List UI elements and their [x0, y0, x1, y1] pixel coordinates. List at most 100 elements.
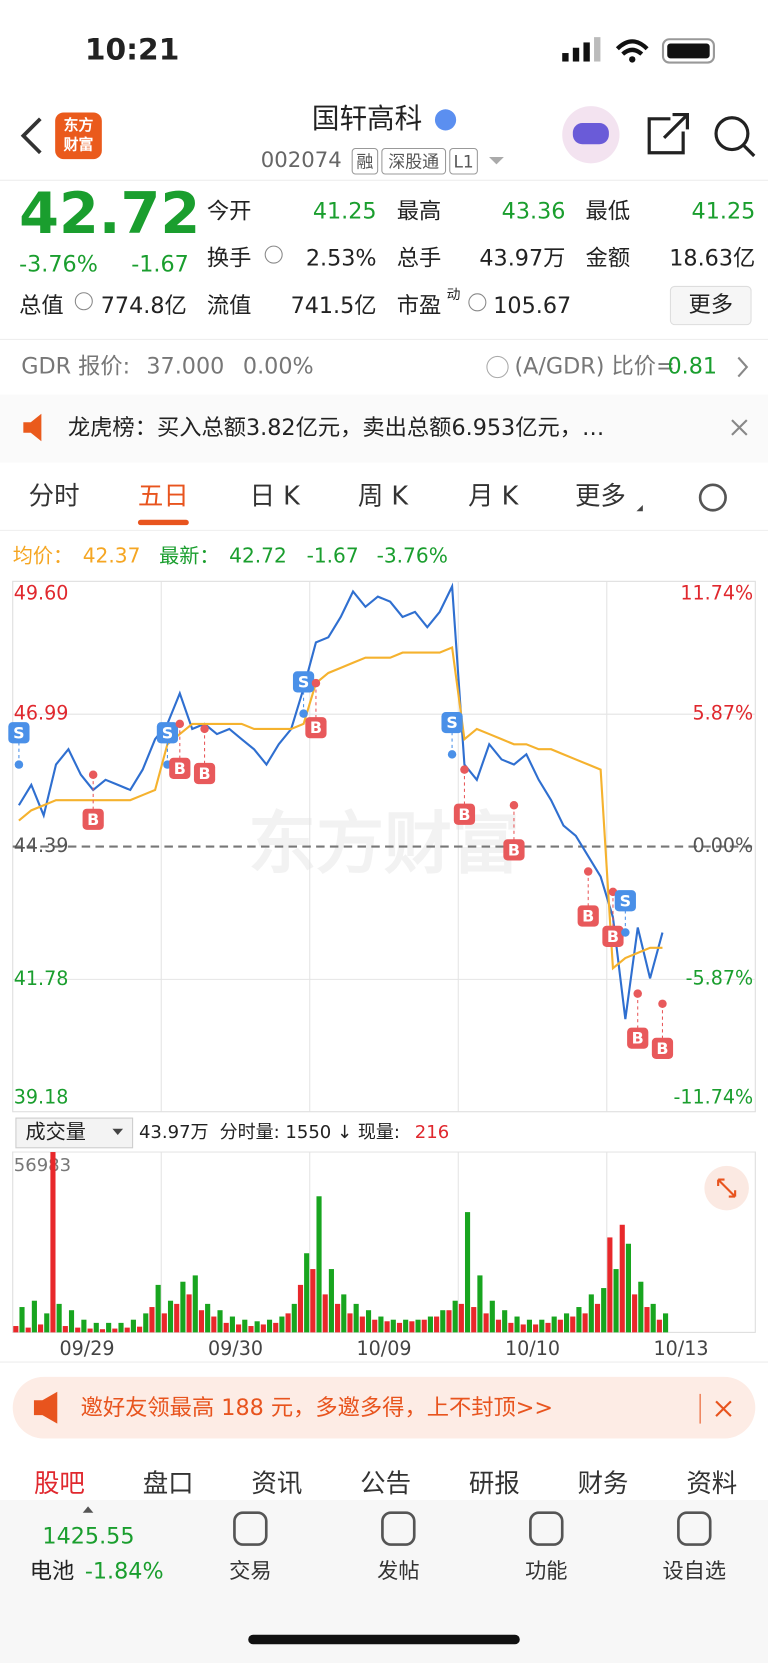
- bottom-tab[interactable]: 研报: [469, 1469, 520, 1499]
- volume-bar: [124, 1327, 130, 1333]
- volume-bar: [434, 1316, 440, 1333]
- legend-latest: 42.72: [229, 543, 287, 567]
- marker-point: [621, 928, 630, 937]
- volume-bar: [384, 1321, 390, 1333]
- volume-bar: [421, 1319, 427, 1333]
- tab-bar: 分时 五日 日 K 周 K 月 K 更多: [29, 482, 643, 526]
- volume-bar: [167, 1300, 174, 1333]
- volume-bar: [613, 1269, 619, 1333]
- tag: 深股通: [388, 152, 439, 172]
- volume-bar: [464, 1212, 471, 1333]
- tab[interactable]: 月 K: [468, 482, 520, 512]
- marker-label: B: [310, 718, 322, 737]
- volume-bar: [50, 1152, 56, 1333]
- marker-badge: [292, 671, 315, 693]
- marker-point: [658, 999, 667, 1009]
- close[interactable]: [715, 1400, 732, 1417]
- index-name: 电池: [30, 1559, 75, 1585]
- dropdown[interactable]: [489, 156, 504, 165]
- bottom-tab[interactable]: 公告: [360, 1469, 411, 1499]
- tab[interactable]: 日 K: [250, 482, 302, 512]
- volume-bar: [223, 1322, 229, 1333]
- x-tick-label: 10/13: [654, 1337, 709, 1360]
- button-icon[interactable]: [233, 1511, 268, 1546]
- legend-change: -1.67: [307, 543, 359, 567]
- marker-badge: [577, 905, 599, 927]
- volume-bar: [390, 1319, 396, 1333]
- tab[interactable]: 周 K: [358, 482, 410, 512]
- marker-label: S: [162, 723, 173, 742]
- tab[interactable]: 分时: [29, 482, 80, 512]
- banner[interactable]: [12, 1376, 756, 1439]
- volume-bar: [304, 1253, 310, 1333]
- volume-bar: [118, 1322, 124, 1333]
- volume-bar: [279, 1316, 285, 1333]
- gdr-price: 37.000: [146, 354, 224, 380]
- back-button[interactable]: [20, 117, 42, 155]
- field-label: 最低: [586, 199, 631, 225]
- tab[interactable]: 五日: [138, 482, 189, 512]
- marker-point: [14, 760, 24, 769]
- bottom-tab[interactable]: 盘口: [143, 1469, 194, 1499]
- megaphone: [33, 1391, 58, 1424]
- volume-bar: [192, 1275, 198, 1333]
- change: -1.67: [131, 252, 189, 278]
- marker-badge: [305, 717, 327, 739]
- tag: 融: [356, 152, 373, 172]
- volume-bar: [291, 1303, 297, 1333]
- button-icon[interactable]: [381, 1511, 416, 1546]
- field-label: 市盈: [397, 293, 442, 319]
- settings[interactable]: [698, 483, 727, 512]
- volume-bar: [576, 1307, 582, 1333]
- marker-badge: [441, 711, 463, 734]
- bottom-tab[interactable]: 股吧: [34, 1469, 85, 1499]
- bottom-tab[interactable]: 资料: [686, 1469, 737, 1499]
- y2-tick-label: -5.87%: [686, 967, 754, 990]
- volume-bar: [335, 1303, 341, 1333]
- legend-change-pct: -3.76%: [377, 543, 448, 567]
- bottom-tab[interactable]: 财务: [578, 1469, 629, 1499]
- share-button[interactable]: [647, 112, 689, 155]
- help-icon[interactable]: [486, 355, 509, 379]
- home-indicator: [248, 1634, 520, 1645]
- volume-selector[interactable]: [15, 1117, 134, 1149]
- logo-text: 东方: [64, 116, 94, 134]
- index-pct: -1.84%: [85, 1559, 164, 1585]
- volume-bar: [149, 1307, 155, 1333]
- close[interactable]: [731, 419, 748, 436]
- marker-point: [299, 709, 308, 718]
- volume-bar: [19, 1307, 25, 1333]
- bottom-tab[interactable]: 资讯: [251, 1469, 302, 1499]
- volume-now: 216: [415, 1122, 449, 1143]
- chevron[interactable]: [737, 356, 749, 378]
- marker-point: [509, 801, 519, 810]
- volume-bar: [508, 1322, 514, 1333]
- info-icon[interactable]: [468, 293, 487, 312]
- legend-latest-label: 最新：: [159, 543, 219, 567]
- y-tick-label: 56983: [14, 1155, 71, 1176]
- line-series: [17, 582, 664, 1020]
- volume-bar: [563, 1313, 570, 1333]
- marker-badge: [602, 925, 624, 947]
- notice[interactable]: 龙虎榜：买入总额3.82亿元，卖出总额6.953亿元，…: [68, 415, 604, 441]
- marker-badge: [614, 890, 636, 912]
- volume-bar: [452, 1300, 458, 1333]
- y-tick-label: 49.60: [14, 582, 69, 605]
- volume-bar: [174, 1303, 180, 1333]
- info-icon[interactable]: [74, 292, 93, 311]
- volume-bar: [273, 1322, 279, 1333]
- tab[interactable]: 更多: [575, 482, 626, 512]
- volume-bar: [427, 1316, 433, 1333]
- logo: [55, 112, 102, 160]
- button-icon[interactable]: [677, 1511, 712, 1546]
- more-button[interactable]: [669, 285, 752, 326]
- dropdown: [112, 1128, 124, 1136]
- button-icon[interactable]: [529, 1511, 564, 1546]
- search-button[interactable]: [714, 116, 756, 158]
- volume-bar: [93, 1322, 99, 1333]
- stock-name: 国轩高科: [312, 102, 422, 135]
- info-icon[interactable]: [264, 245, 283, 264]
- x-tick-label: 10/10: [505, 1337, 560, 1360]
- gdr-label: GDR 报价:: [21, 354, 130, 380]
